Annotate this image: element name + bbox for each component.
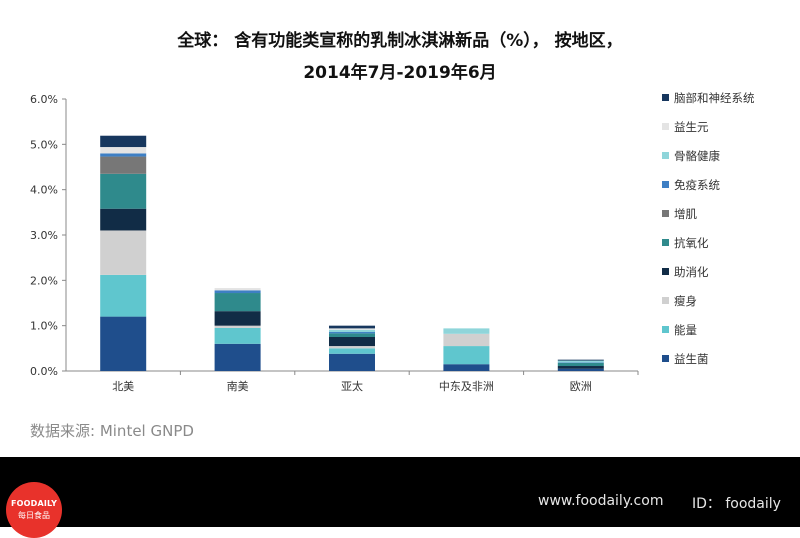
bar-segment: [443, 333, 490, 347]
bar-segment: [214, 327, 261, 344]
x-tick-label: 欧洲: [570, 380, 592, 393]
bar-segment: [443, 346, 490, 365]
legend-swatch: [662, 326, 669, 333]
bar-segment: [100, 316, 147, 371]
legend-label: 益生元: [674, 120, 709, 134]
bar-segment: [100, 147, 147, 154]
bar-segment: [557, 360, 604, 363]
legend-label: 脑部和神经系统: [674, 91, 755, 105]
legend-swatch: [662, 152, 669, 159]
bar-segment: [214, 343, 261, 371]
bar-segment: [557, 359, 604, 361]
bar-segment: [214, 293, 261, 312]
bar-segment: [100, 135, 147, 148]
bar-segment: [329, 325, 375, 329]
footer-bar: FOODAILY 每日食品 www.foodaily.com ID： fooda…: [0, 457, 800, 538]
bar-segment: [214, 311, 261, 326]
y-tick-label: 0.0%: [30, 365, 58, 378]
x-tick-label: 亚太: [341, 380, 363, 393]
bar-segment: [329, 329, 375, 333]
legend-label: 助消化: [674, 265, 709, 279]
legend-label: 能量: [674, 323, 697, 337]
bar-segment: [329, 353, 375, 371]
bar-segment: [329, 337, 375, 347]
bar-segment: [214, 288, 261, 291]
legend-label: 益生菌: [674, 352, 709, 366]
legend-label: 骨骼健康: [674, 149, 720, 163]
source-note: 数据来源: Mintel GNPD: [30, 422, 194, 440]
bar-segment: [100, 274, 147, 317]
bar-segment: [100, 230, 147, 275]
bar-segment: [443, 364, 490, 371]
legend-swatch: [662, 94, 669, 101]
bar-segment: [100, 153, 147, 157]
x-tick-label: 中东及非洲: [439, 380, 494, 393]
bar-segment: [329, 328, 375, 330]
legend-label: 瘦身: [674, 294, 697, 308]
bar-segment: [329, 332, 375, 334]
legend-swatch: [662, 123, 669, 130]
bar-segment: [557, 362, 604, 363]
legend-swatch: [662, 181, 669, 188]
chart-subtitle: 2014年7月-2019年6月: [303, 63, 497, 83]
foodaily-logo[interactable]: FOODAILY 每日食品: [6, 482, 62, 538]
bar-segment: [557, 362, 604, 367]
bar-segment: [557, 368, 604, 371]
legend-swatch: [662, 239, 669, 246]
stacked-bar-chart: 0.0% 1.0% 2.0% 3.0% 4.0% 5.0% 6.0% 北美 南美 亚太 中东及非洲 欧…: [30, 91, 755, 393]
legend-label: 增肌: [674, 207, 697, 221]
bar-segment: [329, 348, 375, 354]
legend-swatch: [662, 297, 669, 304]
bar-segment: [329, 346, 375, 349]
bar-segment: [443, 328, 490, 334]
y-tick-label: 1.0%: [30, 320, 58, 333]
x-tick-label: 南美: [227, 380, 249, 393]
legend-swatch: [662, 355, 669, 362]
x-tick-label: 北美: [112, 380, 134, 393]
logo-text-en: FOODAILY: [10, 499, 58, 508]
bar-segment: [329, 333, 375, 337]
legend-label: 抗氧化: [674, 236, 709, 250]
bar-segment: [100, 208, 147, 231]
logo-text-cn: 每日食品: [18, 511, 50, 520]
legend-label: 免疫系统: [674, 178, 720, 192]
account-id: ID： foodaily: [692, 496, 781, 512]
bar-segment: [214, 325, 261, 328]
y-tick-label: 3.0%: [30, 229, 58, 242]
y-tick-label: 2.0%: [30, 274, 58, 287]
website-link[interactable]: www.foodaily.com: [538, 493, 664, 509]
bar-segment: [100, 173, 147, 209]
y-tick-label: 6.0%: [30, 93, 58, 106]
y-tick-label: 5.0%: [30, 138, 58, 151]
bar-segment: [100, 156, 147, 174]
legend-swatch: [662, 210, 669, 217]
bar-segment: [557, 366, 604, 369]
chart-title: 全球： 含有功能类宣称的乳制冰淇淋新品（%）， 按地区，: [177, 31, 623, 51]
y-tick-label: 4.0%: [30, 184, 58, 197]
legend-swatch: [662, 268, 669, 275]
bar-segment: [214, 290, 261, 294]
